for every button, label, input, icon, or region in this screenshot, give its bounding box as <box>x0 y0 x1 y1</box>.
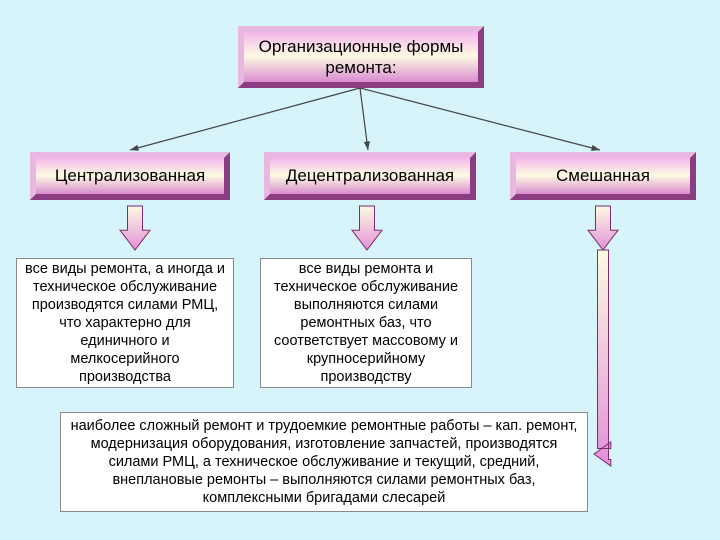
description-box-1: все виды ремонта и техническое обслужива… <box>260 258 472 388</box>
category-box-0: Централизованная <box>30 152 230 200</box>
description-box-2: наиболее сложный ремонт и трудоемкие рем… <box>60 412 588 512</box>
category-box-2: Смешанная <box>510 152 696 200</box>
category-box-1: Децентрализованная <box>264 152 476 200</box>
title-box: Организационные формы ремонта: <box>238 26 484 88</box>
description-box-0: все виды ремонта, а иногда и техническое… <box>16 258 234 388</box>
